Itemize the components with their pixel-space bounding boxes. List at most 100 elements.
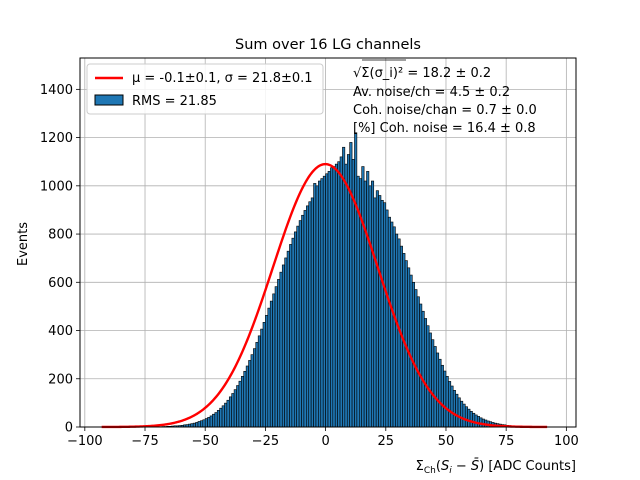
histogram-bar xyxy=(342,146,346,428)
histogram-bar xyxy=(281,264,285,428)
legend-hist-label: RMS = 21.85 xyxy=(132,94,217,109)
histogram-bar xyxy=(440,364,444,428)
histogram-bar xyxy=(361,166,365,428)
histogram-bar xyxy=(428,332,432,428)
histogram-bar xyxy=(390,221,394,428)
histogram-bar xyxy=(354,132,358,428)
x-tick-label: 50 xyxy=(438,434,455,449)
histogram-bar xyxy=(378,195,382,428)
histogram-bar xyxy=(460,400,464,428)
x-tick-label: 75 xyxy=(498,434,515,449)
y-tick-label: 800 xyxy=(48,228,73,243)
histogram-bar xyxy=(265,315,269,428)
histogram-bar xyxy=(272,293,276,428)
histogram-bar xyxy=(349,142,353,428)
histogram-bar xyxy=(245,365,249,428)
histogram-bar xyxy=(436,352,440,428)
y-tick-label: 1000 xyxy=(40,179,73,194)
histogram-bar xyxy=(368,185,372,428)
histogram-bar xyxy=(363,180,367,428)
histogram-bar xyxy=(284,257,288,428)
histogram-bar xyxy=(250,354,254,428)
histogram-bar xyxy=(472,412,476,428)
histogram-bar xyxy=(476,416,480,428)
histogram-bar xyxy=(344,163,348,428)
histogram-bar xyxy=(286,250,290,428)
annotation-coh-noise-chan: Coh. noise/chan = 0.7 ± 0.0 xyxy=(353,103,537,118)
y-tick-label: 1200 xyxy=(40,131,73,146)
histogram-bar xyxy=(325,173,329,428)
histogram-bar xyxy=(204,418,208,428)
histogram-bar xyxy=(334,163,338,428)
histogram-bar xyxy=(308,201,312,428)
histogram-bar xyxy=(409,274,413,428)
histogram-bar xyxy=(419,303,423,428)
histogram-bar xyxy=(395,233,399,428)
histogram-bar xyxy=(421,310,425,428)
histogram-bar xyxy=(301,214,305,428)
histogram-bar xyxy=(346,154,350,428)
histogram-bar xyxy=(387,216,391,428)
histogram-bar xyxy=(212,413,216,428)
y-tick-label: 200 xyxy=(48,372,73,387)
histogram-bar xyxy=(414,289,418,428)
histogram-bar xyxy=(462,403,466,428)
histogram-bar xyxy=(255,342,259,428)
histogram-bar xyxy=(424,318,428,428)
legend-box xyxy=(86,63,324,115)
histogram-bar xyxy=(457,397,461,428)
histogram-bar xyxy=(253,348,257,428)
histogram-bar xyxy=(385,209,389,428)
histogram-bar xyxy=(262,322,266,428)
histogram-bar xyxy=(279,271,283,428)
y-tick-label: 600 xyxy=(48,276,73,291)
histogram-bar xyxy=(209,415,213,428)
histogram-bar xyxy=(322,175,326,428)
histogram-bar xyxy=(293,231,297,428)
histogram-bar xyxy=(431,339,435,428)
histogram-bar xyxy=(407,267,411,428)
y-tick-label: 0 xyxy=(65,421,73,436)
annotation-coh-noise-pct: [%] Coh. noise = 16.4 ± 0.8 xyxy=(353,121,536,136)
histogram-bar xyxy=(375,190,379,428)
y-axis-ticks: 0 200 400 600 800 1000 1200 1400 xyxy=(40,83,80,436)
histogram-bar xyxy=(467,408,471,428)
histogram-bar xyxy=(383,202,387,428)
histogram-bar xyxy=(233,389,237,428)
plot-frame xyxy=(79,57,577,428)
histogram-bar xyxy=(455,393,459,428)
histogram-bar xyxy=(195,422,199,428)
x-axis-label: ΣCh(Si − S̄) [ADC Counts] xyxy=(416,459,576,476)
histogram-bar xyxy=(380,199,384,428)
histogram-bar xyxy=(337,161,341,428)
histogram-bar xyxy=(339,156,343,428)
histogram-bar xyxy=(310,197,314,428)
y-tick-label: 1400 xyxy=(40,83,73,98)
histogram-bar xyxy=(219,407,223,428)
x-tick-label: −50 xyxy=(191,434,218,449)
y-tick-label: 400 xyxy=(48,324,73,339)
histogram-bar xyxy=(238,380,242,428)
histogram-bar xyxy=(214,412,218,428)
histogram-bar xyxy=(289,244,293,428)
histogram-bar xyxy=(260,328,264,428)
x-tick-label: 100 xyxy=(554,434,579,449)
x-tick-label: −25 xyxy=(252,434,279,449)
chart-title: Sum over 16 LG channels xyxy=(235,37,421,53)
histogram-bar xyxy=(226,399,230,428)
histogram-bar xyxy=(269,300,273,428)
histogram-bar xyxy=(452,390,456,428)
y-axis-label: Events xyxy=(16,222,31,266)
histogram-bar xyxy=(257,335,261,428)
legend-fit-label: μ = -0.1±0.1, σ = 21.8±0.1 xyxy=(132,71,313,86)
x-axis-ticks: −100 −75 −50 −25 0 25 50 75 100 xyxy=(67,427,579,449)
legend: μ = -0.1±0.1, σ = 21.8±0.1 RMS = 21.85 xyxy=(86,63,324,115)
histogram-bar xyxy=(416,296,420,428)
histogram-bar xyxy=(192,422,196,428)
annotation-sum-sigma: √Σ(σ_i)² = 18.2 ± 0.2 xyxy=(353,66,491,81)
histogram-bar xyxy=(197,421,201,428)
histogram-bar xyxy=(464,406,468,428)
histogram-bar xyxy=(392,226,396,428)
histogram-bar xyxy=(306,205,310,428)
